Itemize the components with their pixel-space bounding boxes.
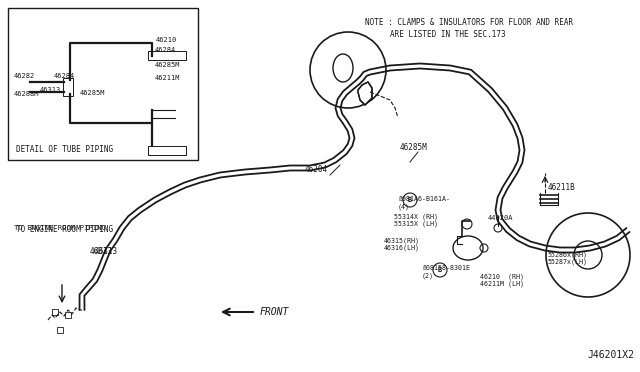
- Text: B: B: [408, 197, 412, 203]
- Circle shape: [494, 224, 502, 232]
- Text: 46285M: 46285M: [80, 90, 106, 96]
- Text: 46210: 46210: [156, 37, 177, 43]
- Text: 46211B: 46211B: [548, 183, 576, 192]
- Text: TO ENGINE ROOM PIPING: TO ENGINE ROOM PIPING: [14, 225, 106, 231]
- Text: NOTE : CLAMPS & INSULATORS FOR FLOOR AND REAR: NOTE : CLAMPS & INSULATORS FOR FLOOR AND…: [365, 18, 573, 27]
- Bar: [148, 146, 186, 155]
- Polygon shape: [358, 82, 372, 105]
- Bar: [63, 78, 73, 96]
- Text: 46284: 46284: [54, 73, 76, 79]
- Text: 46211M: 46211M: [155, 75, 180, 81]
- Text: 46315(RH)
46316(LH): 46315(RH) 46316(LH): [384, 237, 420, 251]
- Text: 46210  (RH)
46211M (LH): 46210 (RH) 46211M (LH): [480, 273, 524, 287]
- Circle shape: [480, 244, 488, 252]
- Circle shape: [433, 263, 447, 277]
- Text: 46313: 46313: [90, 247, 113, 257]
- Text: 55286x(RH)
55287x(LH): 55286x(RH) 55287x(LH): [548, 251, 588, 265]
- Bar: [148, 51, 186, 60]
- Text: ARE LISTED IN THE SEC.173: ARE LISTED IN THE SEC.173: [390, 30, 506, 39]
- Text: 46285M: 46285M: [400, 144, 428, 153]
- Text: ß081A6-B161A-
(4): ß081A6-B161A- (4): [398, 196, 450, 210]
- Text: 46288M: 46288M: [14, 91, 40, 97]
- Text: TO ENGINE ROOM PIPING: TO ENGINE ROOM PIPING: [16, 225, 113, 234]
- Bar: [65, 312, 71, 318]
- Circle shape: [574, 241, 602, 269]
- Text: 46313: 46313: [95, 247, 118, 257]
- Bar: [52, 309, 58, 315]
- Circle shape: [403, 193, 417, 207]
- Bar: [8, 8, 198, 160]
- Text: 46282: 46282: [14, 73, 35, 79]
- Text: FRONT: FRONT: [260, 307, 289, 317]
- Bar: [57, 327, 63, 333]
- Text: B: B: [438, 267, 442, 273]
- Text: 46284: 46284: [155, 47, 176, 53]
- Text: DETAIL OF TUBE PIPING: DETAIL OF TUBE PIPING: [16, 145, 113, 154]
- Circle shape: [462, 219, 472, 229]
- Text: ß08158-8301E
(2): ß08158-8301E (2): [422, 265, 470, 279]
- Text: 55314X (RH)
55315X (LH): 55314X (RH) 55315X (LH): [394, 213, 438, 227]
- Text: 46285M: 46285M: [155, 62, 180, 68]
- Text: 46204: 46204: [305, 166, 328, 174]
- Text: 46313: 46313: [40, 87, 61, 93]
- Text: 44020A: 44020A: [488, 215, 513, 221]
- Text: J46201X2: J46201X2: [587, 350, 634, 360]
